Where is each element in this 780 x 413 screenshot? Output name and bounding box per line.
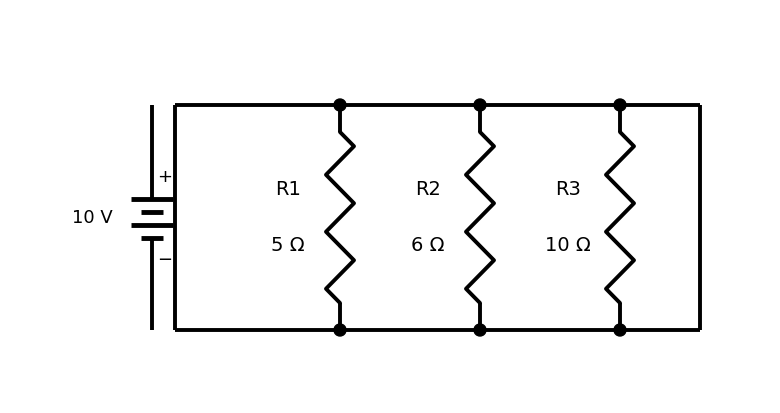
Circle shape [474, 99, 486, 111]
Text: R3: R3 [555, 180, 581, 199]
Circle shape [614, 99, 626, 111]
Text: 10 V: 10 V [72, 209, 112, 227]
Circle shape [474, 324, 486, 336]
Text: +: + [158, 168, 172, 185]
Text: R1: R1 [275, 180, 301, 199]
Text: −: − [158, 251, 172, 268]
Text: 10 Ω: 10 Ω [545, 236, 591, 255]
Circle shape [614, 324, 626, 336]
Text: 5 Ω: 5 Ω [271, 236, 305, 255]
Circle shape [334, 324, 346, 336]
Circle shape [334, 99, 346, 111]
Text: R2: R2 [415, 180, 441, 199]
Text: 6 Ω: 6 Ω [411, 236, 445, 255]
